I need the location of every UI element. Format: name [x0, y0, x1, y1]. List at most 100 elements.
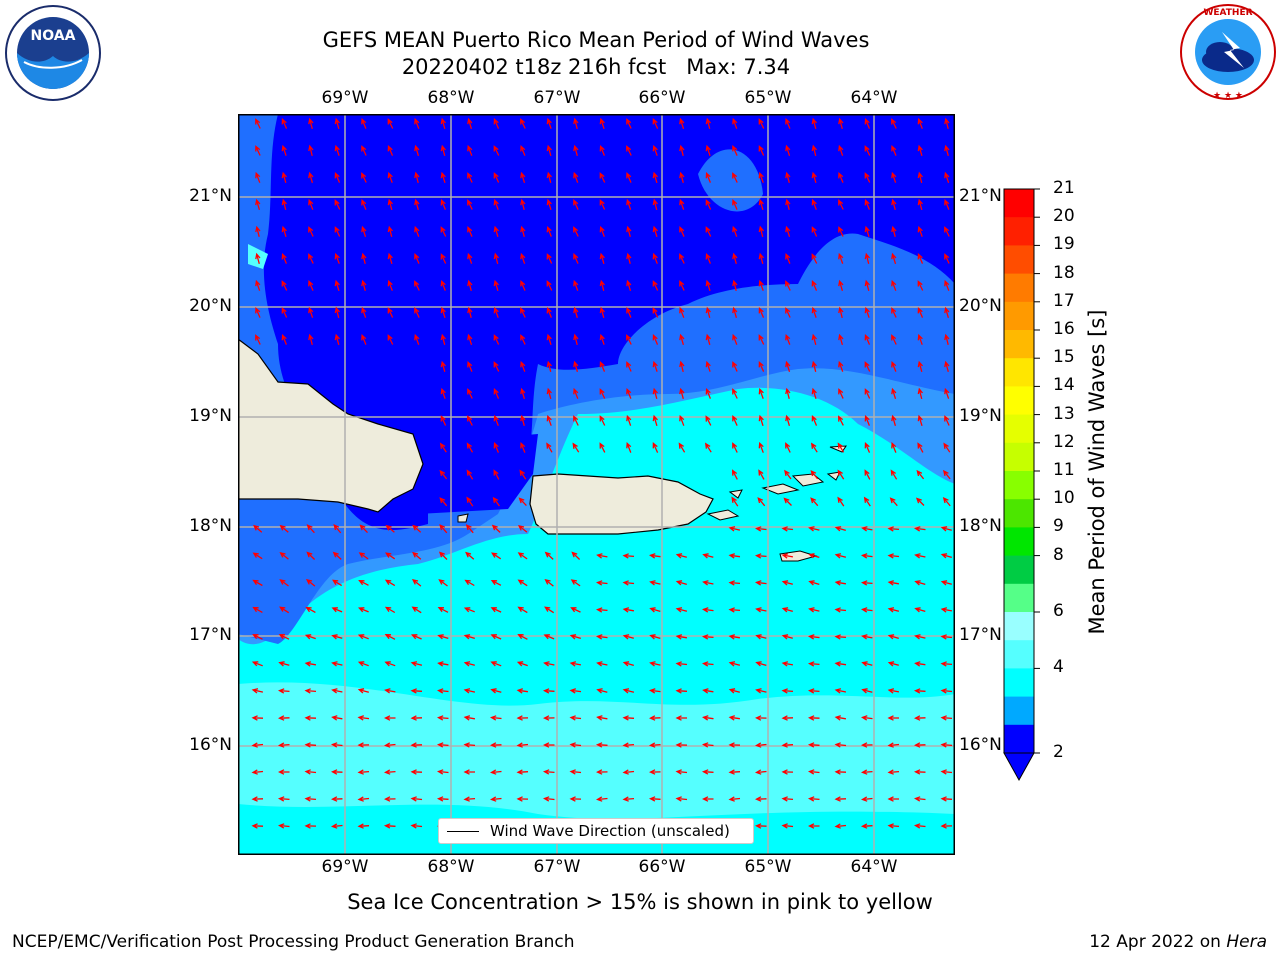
wave-direction-arrow	[917, 225, 923, 237]
puerto-rico-land	[529, 473, 714, 535]
wave-direction-arrow	[732, 469, 738, 480]
wave-direction-arrow	[542, 688, 555, 694]
wave-direction-arrow	[785, 198, 791, 210]
wave-direction-arrow	[838, 306, 844, 319]
wave-direction-arrow	[785, 414, 791, 426]
colorbar-segment	[1004, 640, 1034, 669]
wave-direction-arrow	[520, 307, 526, 318]
wave-direction-arrow	[940, 715, 953, 721]
lat-label-left: 21°N	[189, 186, 232, 206]
wave-direction-arrow	[464, 579, 475, 587]
wave-direction-arrow	[808, 607, 820, 613]
wave-direction-arrow	[622, 688, 635, 694]
wave-direction-arrow	[785, 360, 791, 372]
wave-direction-arrow	[626, 334, 632, 345]
wave-direction-arrow	[279, 524, 289, 533]
wave-direction-arrow	[652, 171, 658, 183]
wave-direction-arrow	[491, 552, 502, 560]
wave-direction-arrow	[255, 145, 261, 156]
wave-direction-arrow	[463, 742, 476, 748]
wave-direction-arrow	[678, 442, 686, 453]
wave-direction-arrow	[440, 333, 446, 345]
wave-direction-arrow	[411, 578, 422, 587]
wave-direction-arrow	[864, 145, 871, 156]
wave-direction-arrow	[785, 144, 791, 156]
wave-direction-arrow	[811, 117, 817, 129]
wave-direction-arrow	[517, 579, 528, 587]
wave-direction-arrow	[596, 634, 608, 640]
wave-direction-arrow	[860, 580, 873, 586]
wave-direction-arrow	[944, 306, 950, 318]
wave-direction-arrow	[838, 252, 844, 264]
wave-direction-arrow	[914, 661, 926, 667]
wave-direction-arrow	[251, 742, 264, 748]
wave-direction-arrow	[490, 607, 502, 613]
wave-direction-arrow	[278, 661, 290, 667]
wave-direction-arrow	[493, 442, 500, 453]
wave-direction-arrow	[599, 415, 606, 426]
wave-direction-arrow	[652, 414, 658, 426]
wave-direction-arrow	[569, 769, 582, 775]
wave-direction-arrow	[361, 199, 367, 210]
wave-direction-arrow	[281, 171, 287, 183]
wave-direction-arrow	[330, 823, 343, 829]
wave-direction-arrow	[861, 634, 873, 640]
wave-direction-arrow	[411, 634, 422, 640]
wave-direction-arrow	[467, 144, 473, 156]
wave-direction-arrow	[546, 360, 552, 372]
svg-text:★ ★ ★: ★ ★ ★	[1213, 91, 1243, 101]
wave-direction-arrow	[466, 496, 474, 507]
wave-direction-arrow	[414, 307, 420, 318]
wave-direction-arrow	[332, 579, 343, 587]
wave-direction-arrow	[860, 769, 873, 775]
nws-logo: WEATHER ★ ★ ★	[1180, 4, 1276, 101]
wave-direction-arrow	[331, 796, 343, 802]
legend-label: Wind Wave Direction (unscaled)	[490, 822, 730, 840]
wave-direction-arrow	[357, 715, 370, 721]
wave-direction-arrow	[410, 823, 423, 829]
colorbar-segment	[1004, 612, 1034, 641]
wave-direction-arrow	[595, 607, 608, 613]
wave-direction-arrow	[675, 742, 688, 748]
wave-direction-arrow	[573, 171, 579, 183]
wave-direction-arrow	[705, 360, 711, 372]
wave-direction-arrow	[517, 552, 528, 560]
lat-label-left: 16°N	[189, 735, 232, 755]
wave-direction-arrow	[864, 361, 871, 372]
wave-direction-arrow	[732, 117, 738, 129]
wave-direction-arrow	[705, 117, 711, 129]
colorbar-tick-label: 17	[1053, 290, 1075, 311]
wave-direction-arrow	[436, 742, 449, 748]
wave-direction-arrow	[573, 253, 579, 264]
wave-direction-arrow	[755, 607, 767, 613]
wave-direction-arrow	[785, 118, 791, 129]
wave-direction-arrow	[437, 634, 449, 640]
wave-direction-arrow	[384, 606, 396, 614]
colorbar-tick-label: 2	[1053, 742, 1064, 762]
lon-label-top: 68°W	[427, 88, 475, 108]
wave-direction-arrow	[383, 742, 396, 748]
wave-direction-arrow	[781, 553, 794, 559]
footer-org: NCEP/EMC/Verification Post Processing Pr…	[12, 932, 575, 952]
wave-direction-arrow	[281, 118, 288, 129]
colorbar-segment	[1004, 555, 1034, 585]
wave-direction-arrow	[917, 333, 923, 345]
wave-direction-arrow	[308, 333, 314, 345]
wave-direction-arrow	[940, 607, 953, 613]
wave-direction-arrow	[279, 551, 289, 560]
wave-direction-arrow	[732, 172, 738, 183]
wave-direction-arrow	[679, 280, 685, 291]
wave-direction-arrow	[520, 387, 526, 399]
wave-direction-arrow	[834, 796, 847, 802]
wave-direction-arrow	[467, 252, 473, 264]
wave-direction-arrow	[255, 307, 261, 318]
wave-direction-arrow	[331, 769, 343, 775]
wave-direction-arrow	[781, 607, 793, 613]
wave-direction-arrow	[807, 796, 820, 802]
wave-direction-arrow	[543, 634, 555, 640]
wave-direction-arrow	[595, 580, 608, 586]
wave-direction-arrow	[917, 117, 923, 129]
wave-direction-arrow	[440, 253, 447, 264]
wave-direction-arrow	[383, 823, 396, 829]
wave-direction-arrow	[811, 306, 817, 318]
